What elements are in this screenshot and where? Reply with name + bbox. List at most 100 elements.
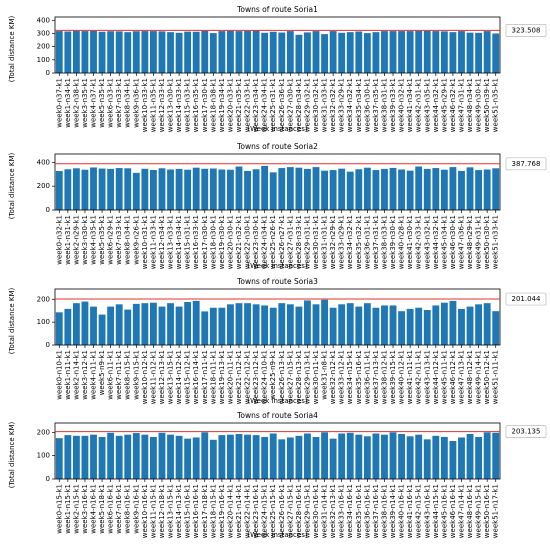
bar <box>64 435 72 479</box>
bar <box>432 305 440 345</box>
bar <box>492 311 500 345</box>
bar <box>415 166 423 210</box>
x-tick-label: week19-n30-k1 <box>218 215 226 269</box>
bar <box>398 311 406 345</box>
y-tick-label: 0 <box>46 341 50 349</box>
x-tick-label: week4-n16-k1 <box>90 484 98 534</box>
x-tick-label: week42-n31-k1 <box>415 78 423 132</box>
bar <box>201 432 209 479</box>
y-tick-label: 0 <box>46 206 50 214</box>
x-tick-label: week50-n16-k1 <box>483 484 491 538</box>
bar <box>466 306 474 345</box>
bar <box>372 170 380 210</box>
bar <box>107 31 115 73</box>
bar <box>55 171 63 210</box>
x-tick-label: week1-n31-k1 <box>64 215 72 265</box>
x-tick-label: week21-n12-k1 <box>235 350 243 404</box>
bar <box>167 434 174 479</box>
x-tick-label: week0-n37-k1 <box>55 78 63 128</box>
bar <box>458 437 465 479</box>
x-tick-label: week1-n15-k1 <box>64 484 72 534</box>
bar <box>218 435 226 479</box>
bar <box>261 437 269 479</box>
x-tick-label: week25-n26-k1 <box>269 215 277 269</box>
x-tick-label: week41-n30-k1 <box>406 215 414 269</box>
x-tick-label: week48-n34-k1 <box>466 78 474 132</box>
bar <box>184 31 192 73</box>
y-tick-label: 100 <box>37 318 50 326</box>
x-tick-label: week35-n32-k1 <box>355 215 363 269</box>
bar <box>124 32 132 73</box>
x-tick-label: week20-n33-k1 <box>226 78 234 132</box>
axes-frame <box>54 153 501 211</box>
bar <box>227 169 234 210</box>
bar <box>278 439 286 479</box>
x-tick-label: week8-n34-k1 <box>124 215 132 265</box>
x-tick-label: week18-n30-k1 <box>209 215 217 269</box>
bar <box>492 33 500 73</box>
x-tick-label: week2-n38-k1 <box>72 78 80 128</box>
x-tick-label: week44-n32-k1 <box>432 78 440 132</box>
reference-label: 387.768 <box>512 160 541 168</box>
x-tick-label: week33-n29-k1 <box>338 78 346 132</box>
x-tick-label: week21-n32-k1 <box>235 215 243 269</box>
x-tick-label: week17-n18-k1 <box>201 484 209 538</box>
reference-label: 203.135 <box>512 428 541 436</box>
bar <box>363 33 371 73</box>
x-tick-label: week38-n12-k1 <box>380 350 388 404</box>
y-tick-label: 200 <box>37 428 50 436</box>
x-tick-label: week30-n32-k1 <box>312 78 320 132</box>
bar <box>346 171 354 210</box>
bar <box>141 303 149 345</box>
x-tick-label: week48-n29-k1 <box>466 215 474 269</box>
axes-frame <box>54 422 501 480</box>
bar <box>261 305 269 345</box>
x-tick-label: week42-n11-k1 <box>415 350 423 404</box>
bar <box>132 303 140 345</box>
x-axis-label: (Week instances) <box>247 125 307 133</box>
bar <box>98 314 106 345</box>
bar <box>475 437 483 479</box>
bar <box>64 169 72 210</box>
x-tick-label: week11-n33-k1 <box>149 215 157 269</box>
x-tick-label: week41-n16-k1 <box>406 484 414 538</box>
x-tick-label: week31-n8-k1 <box>321 350 329 400</box>
bar <box>440 31 448 74</box>
x-tick-label: week0-n15-k1 <box>55 484 63 534</box>
bar <box>227 304 234 345</box>
bar <box>149 169 157 210</box>
axes-frame <box>54 16 501 74</box>
x-tick-label: week8-n34-k1 <box>124 78 132 128</box>
x-tick-label: week2-n15-k1 <box>72 484 80 534</box>
bar <box>483 432 491 479</box>
x-tick-label: week22-n12-k1 <box>244 350 252 404</box>
bar <box>372 32 380 73</box>
bar <box>192 437 200 479</box>
x-tick-label: week34-n16-k1 <box>346 484 354 538</box>
bar <box>81 301 89 345</box>
x-tick-label: week32-n32-k1 <box>329 78 337 132</box>
x-tick-label: week24-n34-k1 <box>261 215 269 269</box>
bar <box>389 167 397 210</box>
bar <box>158 31 166 74</box>
bar <box>235 31 243 73</box>
bar <box>209 439 217 479</box>
bar <box>381 434 388 479</box>
x-tick-label: week37-n13-k1 <box>372 350 380 404</box>
bar <box>440 169 448 210</box>
bar <box>329 307 337 345</box>
x-tick-label: week49-n31-k1 <box>475 215 483 269</box>
bar <box>286 304 294 345</box>
x-tick-label: week11-n12-k1 <box>149 350 157 404</box>
x-tick-label: week44-n32-k1 <box>432 215 440 269</box>
bar <box>415 434 423 479</box>
bar <box>107 306 115 345</box>
x-tick-label: week47-n13-k1 <box>457 350 465 404</box>
bar <box>304 32 311 73</box>
x-tick-label: week26-n27-k1 <box>278 215 286 269</box>
bar <box>261 32 269 73</box>
bar <box>321 34 328 73</box>
y-tick-label: 0 <box>46 475 50 483</box>
bar <box>312 167 320 210</box>
bar <box>449 167 457 210</box>
